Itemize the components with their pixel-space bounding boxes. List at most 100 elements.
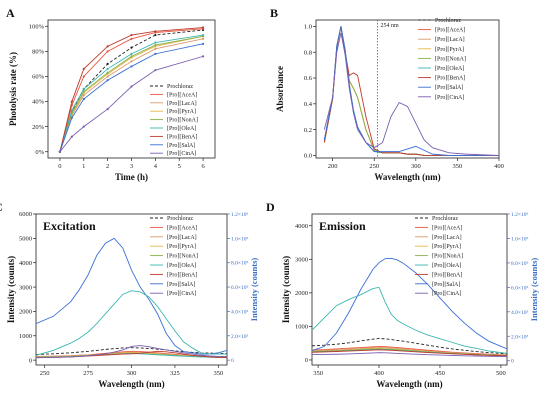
data-point (106, 79, 109, 82)
data-point (82, 97, 85, 101)
legend-entry: [Pro][NonA] (167, 254, 198, 260)
data-point (201, 37, 205, 40)
data-point (82, 67, 85, 71)
data-point (70, 116, 73, 119)
legend-entry: [Pro][CinA] (435, 95, 464, 101)
y-tick-label: 5000 (19, 236, 32, 243)
legend-entry: [Pro][SalA] (435, 85, 463, 91)
legend-entry: [Pro][LacA] (435, 37, 465, 43)
data-point (154, 41, 157, 44)
x-tick-label: 3 (130, 163, 133, 170)
y-tick-label: 60% (32, 74, 45, 81)
x-tick-label: 275 (83, 370, 93, 377)
plot-frame (35, 213, 228, 366)
y-tick-label: 0 (305, 357, 308, 364)
legend-entry: [Pro][SalA] (167, 143, 195, 149)
legend-entry: [Pro][PyrA] (432, 244, 461, 250)
data-point (106, 45, 109, 48)
y2-tick-label: 8.0×10⁵ (231, 261, 248, 267)
legend-entry: [Pro][AceA] (167, 225, 197, 231)
y2-tick-label: 2.0×10⁵ (511, 334, 528, 340)
series-line (36, 237, 227, 355)
y-tick-label: 0.6 (304, 75, 313, 82)
panel-C: C Excitation 250 275 300 325 350 0 1000 2000 3000 4… (0, 200, 259, 389)
series-line-y2 (312, 286, 507, 354)
x-axis-label: Time (h) (115, 172, 148, 182)
series-line (312, 338, 507, 355)
legend-entry: [Pro][OleA] (167, 263, 196, 269)
legend-entry: [Pro][AceA] (167, 92, 197, 98)
legend-entry: [Pro][OleA] (432, 263, 461, 269)
panel-label: A (6, 6, 15, 20)
data-point (130, 52, 133, 55)
y-tick-label: 40% (32, 99, 45, 106)
y-tick-label: 1.0 (304, 24, 312, 31)
x-tick-label: 250 (369, 163, 379, 170)
x-tick-label: 2 (106, 163, 109, 170)
data-point (58, 150, 62, 153)
legend-entry: [Pro][BenA] (167, 134, 197, 140)
y-tick-label: 4000 (295, 223, 308, 230)
series-line (312, 352, 507, 358)
panel-title: Emission (319, 219, 366, 233)
x-tick-label: 325 (170, 370, 180, 377)
y-tick-label: 2000 (19, 309, 32, 316)
x-axis-label: Wavelength (nm) (374, 172, 440, 182)
data-point (82, 75, 85, 78)
legend-entry: [Pro][PyrA] (167, 109, 196, 115)
data-point (106, 67, 109, 71)
data-point (70, 109, 73, 112)
series-line (323, 26, 499, 156)
legend-entry: [Pro][CinA] (432, 291, 461, 297)
legend-entry: Prochloraz (167, 84, 193, 90)
y-axis-label: Intensity (counts) (6, 256, 16, 323)
legend: Prochloraz [Pro][AceA] [Pro][LacA] [Pro][Py… (150, 84, 198, 157)
y-tick-label: 4000 (19, 260, 32, 267)
data-point (130, 37, 133, 40)
y-tick-label: 3000 (19, 284, 32, 291)
x-tick-label: 200 (328, 163, 338, 170)
y2-tick-label: 1.0×10⁶ (511, 236, 528, 242)
y2-tick-label: 4.0×10⁵ (231, 309, 248, 315)
series-line (312, 257, 507, 351)
legend-entry: Prochloraz (167, 216, 193, 222)
x-tick-label: 300 (411, 163, 421, 170)
y2-axis-label: Intensity (counts) (249, 258, 259, 322)
data-point (82, 87, 85, 91)
y2-tick-label: 1.0×10⁶ (231, 236, 248, 242)
data-point (130, 85, 133, 88)
panel-label: D (266, 200, 275, 214)
data-point (201, 26, 205, 29)
legend-entry: [Pro][LacA] (432, 235, 462, 241)
y-tick-label: 1000 (295, 324, 308, 331)
legend-entry: [Pro][CinA] (167, 291, 196, 297)
data-point (130, 65, 133, 68)
y-tick-label: 100% (29, 23, 45, 30)
data-point (106, 71, 109, 74)
y-tick-label: 6000 (19, 211, 32, 218)
legend-entry: [Pro][NonA] (167, 118, 198, 124)
y-tick-label: 0.2 (304, 127, 312, 134)
data-point (130, 46, 133, 49)
x-tick-label: 1 (82, 163, 85, 170)
data-point (70, 135, 73, 138)
legend: Prochloraz [Pro][AceA] [Pro][LacA] [Pro][Py… (418, 18, 466, 101)
x-tick-label: 350 (453, 163, 463, 170)
legend-entry: [Pro][PyrA] (435, 47, 464, 53)
y-tick-label: 0.8 (304, 49, 312, 56)
panel-label: B (270, 6, 278, 20)
legend-entry: [Pro][CinA] (167, 151, 196, 157)
legend-entry: Prochloraz (432, 216, 458, 222)
y2-axis-label: Intensity (counts) (529, 258, 539, 322)
y2-tick-label: 8.0×10⁵ (511, 261, 528, 267)
legend-entry: [Pro][OleA] (435, 66, 464, 72)
legend: Prochloraz [Pro][AceA] [Pro][LacA] [Pro][Py… (415, 216, 463, 297)
x-tick-label: 350 (313, 370, 323, 377)
legend-entry: [Pro][SalA] (167, 282, 195, 288)
x-tick-label: 5 (178, 163, 181, 170)
y-tick-label: 20% (32, 124, 45, 131)
series-line (36, 345, 227, 359)
legend-entry: Prochloraz (435, 18, 461, 24)
legend-entry: [Pro][OleA] (167, 126, 196, 132)
series-line (312, 349, 507, 357)
